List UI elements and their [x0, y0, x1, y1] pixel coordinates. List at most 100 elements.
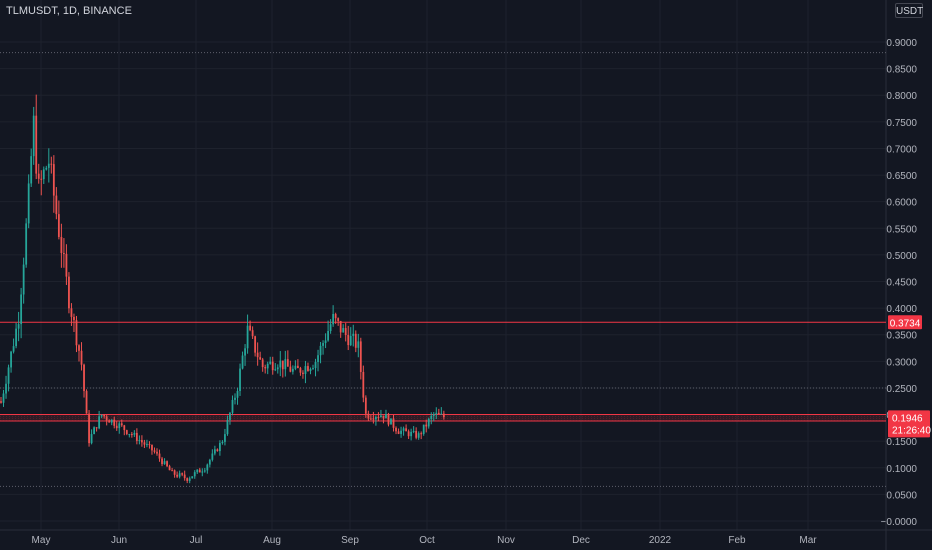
candle-body[interactable] — [427, 418, 430, 427]
candle-body[interactable] — [359, 341, 362, 372]
candle-body[interactable] — [367, 413, 370, 419]
candle-body[interactable] — [206, 464, 209, 471]
candle-body[interactable] — [196, 469, 199, 473]
candle-body[interactable] — [440, 413, 443, 415]
candle-body[interactable] — [369, 418, 372, 420]
candle-body[interactable] — [183, 474, 186, 479]
candle-body[interactable] — [118, 423, 121, 429]
candle-body[interactable] — [259, 357, 262, 360]
candle-body[interactable] — [400, 430, 402, 434]
candle-body[interactable] — [173, 470, 176, 475]
candle-body[interactable] — [30, 156, 33, 184]
candle-body[interactable] — [352, 333, 355, 336]
candle-body[interactable] — [203, 470, 206, 472]
candle-body[interactable] — [2, 393, 5, 403]
candle-body[interactable] — [377, 416, 380, 418]
candle-body[interactable] — [138, 440, 141, 442]
candle-body[interactable] — [229, 412, 231, 420]
candle-body[interactable] — [156, 451, 158, 454]
candle-body[interactable] — [239, 368, 241, 392]
candle-body[interactable] — [432, 414, 435, 416]
candle-body[interactable] — [329, 324, 332, 331]
candle-body[interactable] — [387, 414, 390, 425]
candle-body[interactable] — [256, 352, 259, 358]
candle-body[interactable] — [382, 415, 385, 419]
candle-body[interactable] — [337, 318, 340, 321]
candle-body[interactable] — [148, 444, 151, 446]
candle-body[interactable] — [25, 223, 28, 265]
candle-body[interactable] — [420, 433, 423, 435]
candle-body[interactable] — [435, 412, 438, 415]
candle-body[interactable] — [161, 458, 163, 465]
candle-body[interactable] — [354, 333, 357, 348]
candle-body[interactable] — [90, 434, 93, 444]
candle-body[interactable] — [57, 214, 60, 237]
candle-body[interactable] — [244, 348, 246, 356]
candle-body[interactable] — [186, 478, 189, 481]
candle-body[interactable] — [10, 351, 12, 368]
candle-body[interactable] — [307, 366, 309, 371]
candle-body[interactable] — [322, 343, 324, 346]
candle-body[interactable] — [83, 364, 85, 392]
candle-body[interactable] — [135, 432, 138, 441]
candle-body[interactable] — [357, 341, 360, 348]
candle-body[interactable] — [0, 401, 2, 403]
candle-body[interactable] — [312, 368, 314, 370]
candle-body[interactable] — [100, 414, 103, 417]
candle-body[interactable] — [241, 355, 244, 369]
candle-body[interactable] — [402, 428, 405, 431]
candle-body[interactable] — [88, 413, 90, 444]
candle-body[interactable] — [105, 416, 108, 421]
candle-body[interactable] — [110, 419, 113, 423]
candle-body[interactable] — [178, 473, 181, 477]
candle-body[interactable] — [334, 314, 337, 319]
candle-body[interactable] — [35, 115, 38, 174]
candle-body[interactable] — [254, 336, 257, 353]
candle-body[interactable] — [80, 350, 83, 365]
candle-body[interactable] — [364, 397, 367, 414]
candle-body[interactable] — [75, 320, 78, 346]
candle-body[interactable] — [208, 459, 211, 465]
candle-body[interactable] — [417, 433, 420, 438]
candle-body[interactable] — [332, 314, 335, 325]
candle-body[interactable] — [276, 367, 279, 370]
candle-body[interactable] — [133, 432, 136, 435]
candle-body[interactable] — [309, 368, 312, 371]
candle-body[interactable] — [211, 453, 214, 460]
candle-body[interactable] — [60, 236, 63, 254]
candle-body[interactable] — [266, 363, 269, 369]
candle-body[interactable] — [349, 335, 352, 346]
candle-body[interactable] — [297, 365, 299, 369]
candle-body[interactable] — [158, 453, 161, 459]
candle-body[interactable] — [188, 478, 191, 481]
candle-body[interactable] — [284, 359, 287, 370]
candle-body[interactable] — [261, 359, 264, 368]
candle-body[interactable] — [304, 366, 307, 374]
candle-body[interactable] — [274, 369, 277, 371]
candle-body[interactable] — [125, 430, 128, 435]
candle-body[interactable] — [375, 416, 377, 420]
candle-body[interactable] — [32, 115, 35, 157]
candle-body[interactable] — [299, 368, 302, 373]
candle-body[interactable] — [385, 414, 387, 419]
candle-body[interactable] — [141, 440, 143, 443]
candle-body[interactable] — [198, 469, 201, 473]
candle-body[interactable] — [22, 264, 25, 295]
candle-body[interactable] — [226, 419, 229, 435]
candle-body[interactable] — [314, 361, 317, 369]
candle-body[interactable] — [7, 367, 10, 384]
candle-body[interactable] — [168, 466, 171, 471]
candle-body[interactable] — [319, 345, 322, 356]
candle-body[interactable] — [327, 330, 329, 341]
candle-body[interactable] — [193, 472, 196, 477]
candle-body[interactable] — [95, 427, 98, 429]
candle-body[interactable] — [264, 367, 267, 369]
candle-body[interactable] — [362, 371, 365, 398]
candle-body[interactable] — [410, 431, 413, 437]
candle-body[interactable] — [50, 163, 53, 165]
candle-body[interactable] — [68, 276, 70, 309]
candle-body[interactable] — [65, 253, 68, 277]
candle-body[interactable] — [103, 414, 106, 417]
candle-body[interactable] — [153, 450, 156, 452]
